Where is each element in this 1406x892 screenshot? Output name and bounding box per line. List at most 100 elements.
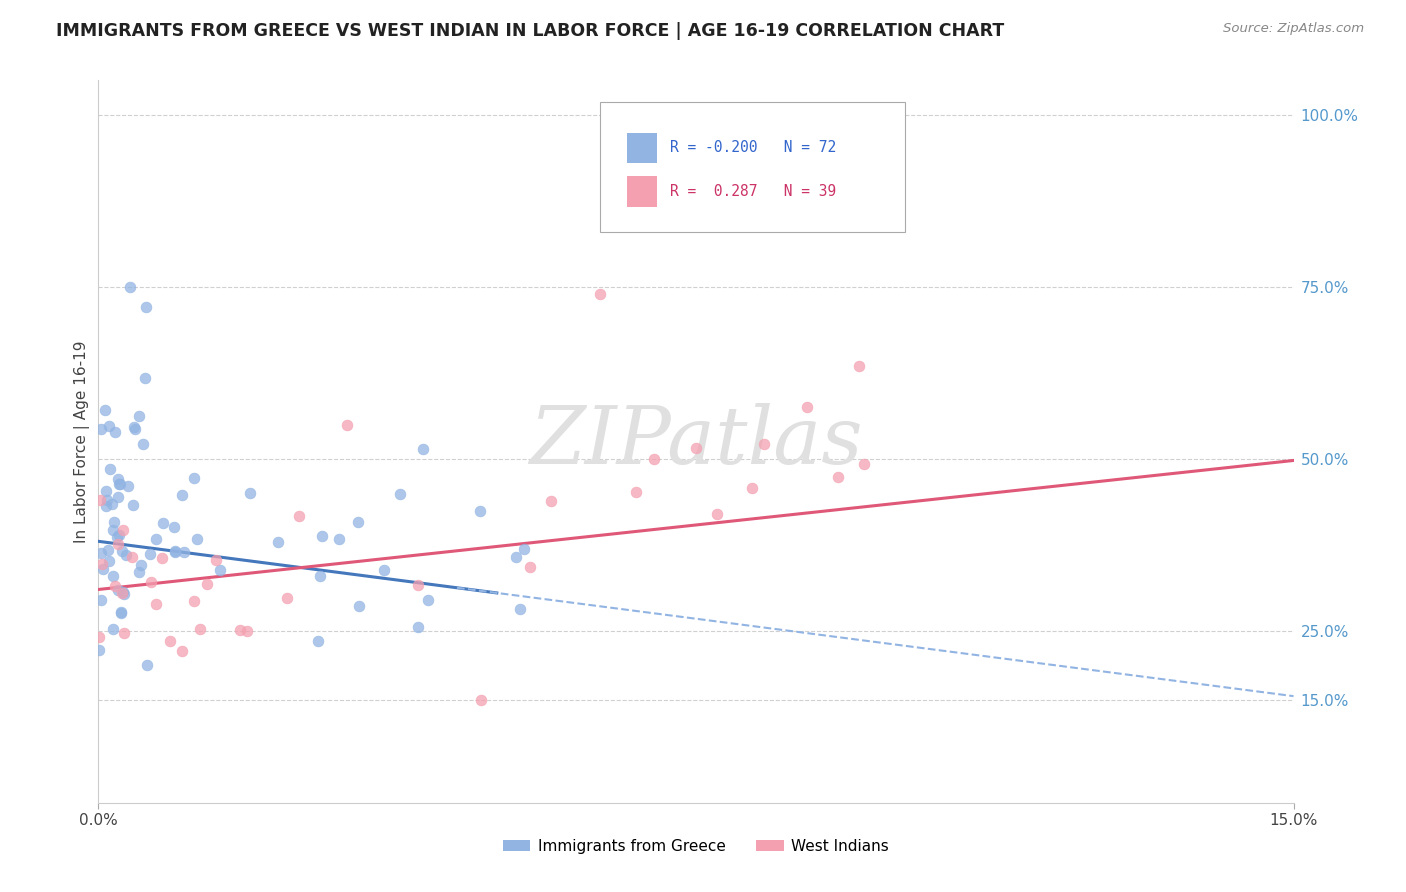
- Point: [110, 606, 132, 620]
- Point: [827, 469, 849, 483]
- Point: [131, 437, 153, 451]
- Point: [741, 481, 763, 495]
- Point: [406, 620, 429, 634]
- Point: [188, 623, 211, 637]
- Point: [700, 128, 723, 143]
- Point: [468, 503, 491, 517]
- Point: [122, 420, 145, 434]
- Point: [685, 441, 707, 455]
- FancyBboxPatch shape: [627, 133, 657, 163]
- Point: [388, 487, 411, 501]
- Point: [624, 485, 647, 500]
- Point: [145, 597, 167, 611]
- Text: ZIPatlas: ZIPatlas: [529, 403, 863, 480]
- Point: [103, 524, 125, 538]
- Point: [114, 548, 136, 562]
- Point: [173, 545, 195, 559]
- Point: [105, 530, 128, 544]
- Point: [540, 494, 562, 508]
- Legend: Immigrants from Greece, West Indians: Immigrants from Greece, West Indians: [496, 833, 896, 860]
- Point: [112, 585, 135, 599]
- Text: Source: ZipAtlas.com: Source: ZipAtlas.com: [1223, 22, 1364, 36]
- Point: [170, 487, 193, 501]
- Point: [90, 422, 112, 436]
- Point: [512, 541, 534, 556]
- Point: [328, 532, 350, 546]
- Point: [94, 483, 117, 498]
- Point: [120, 279, 142, 293]
- Point: [96, 493, 118, 508]
- Point: [121, 498, 143, 512]
- Point: [853, 457, 876, 471]
- Point: [519, 560, 541, 574]
- Point: [163, 519, 186, 533]
- Point: [110, 605, 132, 619]
- Point: [509, 602, 531, 616]
- Point: [209, 563, 232, 577]
- Point: [145, 532, 167, 546]
- Text: R =  0.287   N = 39: R = 0.287 N = 39: [669, 184, 837, 199]
- Point: [101, 497, 124, 511]
- Point: [307, 633, 329, 648]
- Point: [276, 591, 298, 605]
- Point: [107, 473, 129, 487]
- Point: [135, 301, 157, 315]
- Point: [470, 692, 492, 706]
- Point: [101, 622, 124, 636]
- Point: [98, 418, 121, 433]
- Point: [111, 544, 134, 558]
- Point: [183, 594, 205, 608]
- Point: [163, 545, 186, 559]
- Point: [228, 623, 250, 637]
- Point: [90, 546, 112, 560]
- Point: [752, 436, 775, 450]
- Point: [124, 422, 146, 436]
- Point: [128, 409, 150, 423]
- Point: [373, 563, 395, 577]
- Point: [412, 442, 434, 457]
- Point: [112, 587, 135, 601]
- Point: [103, 515, 125, 529]
- Point: [128, 565, 150, 579]
- Point: [406, 578, 429, 592]
- Point: [107, 490, 129, 504]
- Point: [101, 569, 124, 583]
- Point: [183, 471, 205, 485]
- Point: [170, 644, 193, 658]
- Point: [108, 476, 131, 491]
- Point: [135, 657, 157, 672]
- Point: [87, 630, 110, 644]
- Point: [107, 582, 129, 597]
- Point: [139, 575, 162, 590]
- Point: [195, 576, 218, 591]
- Text: R = -0.200   N = 72: R = -0.200 N = 72: [669, 140, 837, 155]
- Point: [97, 554, 120, 568]
- Point: [111, 586, 134, 600]
- Point: [108, 528, 131, 542]
- Point: [91, 562, 114, 576]
- FancyBboxPatch shape: [627, 177, 657, 207]
- Point: [159, 634, 181, 648]
- Point: [134, 371, 156, 385]
- Point: [239, 486, 262, 500]
- FancyBboxPatch shape: [600, 102, 905, 232]
- Point: [89, 643, 111, 657]
- Point: [152, 516, 174, 531]
- Point: [163, 544, 186, 558]
- Point: [347, 599, 370, 613]
- Point: [796, 400, 818, 414]
- Point: [288, 509, 311, 524]
- Point: [114, 625, 136, 640]
- Point: [107, 537, 129, 551]
- Point: [309, 569, 332, 583]
- Point: [150, 550, 173, 565]
- Point: [236, 624, 259, 639]
- Point: [205, 552, 228, 566]
- Point: [416, 592, 439, 607]
- Point: [643, 452, 665, 467]
- Point: [117, 479, 139, 493]
- Point: [848, 359, 870, 373]
- Point: [347, 515, 370, 529]
- Point: [589, 286, 612, 301]
- Point: [131, 558, 153, 572]
